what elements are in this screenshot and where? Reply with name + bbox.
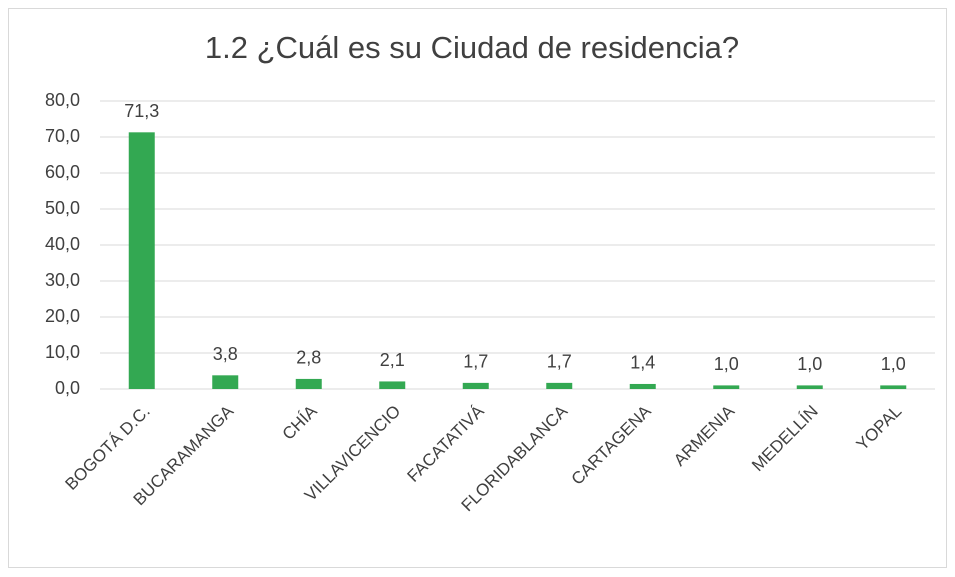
data-label: 2,8 [296,348,321,368]
data-label: 71,3 [124,101,159,121]
y-tick-label: 50,0 [45,198,80,218]
data-label: 1,7 [463,352,488,372]
bar [128,132,155,389]
bar [379,381,406,389]
bar [880,385,907,389]
bar [629,383,656,389]
y-tick-label: 70,0 [45,126,80,146]
data-label: 3,8 [213,344,238,364]
bar [295,378,322,389]
y-tick-label: 0,0 [55,378,80,398]
data-label: 1,0 [797,354,822,374]
data-label: 1,4 [630,353,655,373]
y-tick-label: 40,0 [45,234,80,254]
data-label: 1,0 [881,354,906,374]
data-label: 1,7 [547,352,572,372]
y-tick-label: 30,0 [45,270,80,290]
y-tick-label: 80,0 [45,90,80,110]
bar [713,385,740,389]
bar [796,385,823,389]
chart-title: 1.2 ¿Cuál es su Ciudad de residencia? [205,30,739,65]
y-tick-label: 10,0 [45,342,80,362]
y-tick-label: 20,0 [45,306,80,326]
data-label: 2,1 [380,350,405,370]
data-label: 1,0 [714,354,739,374]
bar [212,375,239,389]
bar [546,382,573,389]
y-tick-label: 60,0 [45,162,80,182]
bar [462,382,489,389]
chart-border [8,8,947,568]
